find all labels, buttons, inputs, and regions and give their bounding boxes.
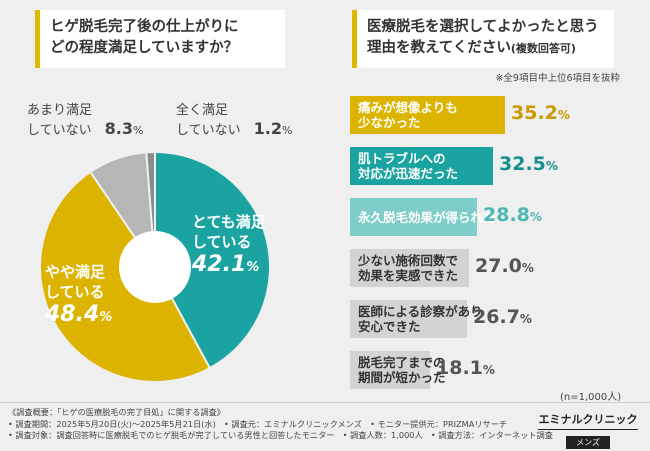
- right-title-line2-note: (複数回答可): [510, 42, 576, 55]
- bar-value-5: 18.1%: [436, 357, 495, 379]
- logo-sub: メンズ: [566, 436, 610, 449]
- pie-label-notmuch-line1: あまり満足: [27, 103, 93, 118]
- clinic-logo: エミナルクリニック メンズ: [538, 411, 638, 449]
- bar-label-1-line1: 対応が迅速だった: [358, 166, 459, 181]
- bar-label-4-line1: 安心できた: [358, 319, 421, 334]
- pie-value-notmuch: 8.3: [104, 119, 133, 138]
- bar-label-4-line0: 医師による診察があり: [358, 304, 483, 319]
- right-title-line2-main: 理由を教えてください: [367, 40, 511, 56]
- bar-label-5-line0: 脱毛完了までの: [358, 355, 446, 370]
- pie-value-notatall: 1.2: [253, 119, 282, 138]
- bar-label-5-line1: 期間が短かった: [358, 370, 446, 385]
- bar-5: [350, 351, 430, 389]
- bar-value-2: 28.8%: [483, 204, 542, 226]
- bar-value-1: 32.5%: [499, 153, 558, 175]
- pie-label-very-line1: とても満足: [192, 213, 266, 231]
- sample-size: (n=1,000人): [560, 392, 622, 403]
- bar-value-0: 35.2%: [511, 102, 570, 124]
- footer-line1: 《調査概要：「ヒゲの医療脱毛の完了目処」に関する調査》: [8, 407, 225, 417]
- pie-label-some-line1: やや満足: [45, 263, 106, 281]
- footer-line3: • 調査対象：調査回答時に医療脱毛でのヒゲ脱毛が完了している男性と回答したモニタ…: [8, 430, 553, 440]
- right-chart-title: 医療脱毛を選択してよかったと思う 理由を教えてください(複数回答可): [352, 10, 614, 68]
- bar-2: [350, 198, 477, 236]
- pie-label-some-line2: している: [45, 283, 105, 301]
- pie-label-very-satisfied: とても満足 している 42.1%: [192, 213, 266, 277]
- pie-slice-0: [154, 150, 271, 370]
- right-title-line2: 理由を教えてください(複数回答可): [367, 38, 604, 59]
- bar-label-0-line1: 少なかった: [358, 115, 421, 130]
- pie-label-somewhat-satisfied: やや満足 している 48.4%: [45, 263, 113, 327]
- pie-label-notatall-line1: 全く満足: [176, 103, 229, 118]
- bar-label-1-line0: 肌トラブルへの: [358, 151, 446, 166]
- survey-footer: 《調査概要：「ヒゲの医療脱毛の完了目処」に関する調査》 • 調査期間：2025年…: [0, 402, 650, 451]
- pie-value-some: 48.4: [45, 302, 100, 327]
- right-title-line1: 医療脱毛を選択してよかったと思う: [367, 19, 599, 35]
- pie-label-not-at-all-satisfied: 全く満足 していない 1.2%: [176, 103, 293, 138]
- bar-label-2-line0: 永久脱毛効果が得られた: [358, 209, 496, 225]
- pie-label-not-very-satisfied: あまり満足 していない 8.3%: [27, 103, 144, 138]
- bar-value-3: 27.0%: [475, 255, 534, 277]
- pie-chart: [39, 150, 271, 383]
- bar-4: [350, 300, 467, 338]
- excerpt-note: ※全9項目中上位6項目を抜粋: [495, 73, 620, 84]
- pie-label-notmuch-line2: していない: [27, 123, 92, 138]
- bar-label-0: 痛みが想像よりも 少なかった: [358, 96, 458, 134]
- bar-value-4: 26.7%: [473, 306, 532, 328]
- bar-0: [350, 96, 505, 134]
- bar-label-3-line0: 少ない施術回数で: [358, 253, 459, 268]
- left-chart-title: ヒゲ脱毛完了後の仕上がりに どの程度満足していますか？: [35, 10, 285, 68]
- left-title-line1: ヒゲ脱毛完了後の仕上がりに: [50, 19, 239, 35]
- logo-name: エミナルクリニック: [538, 411, 638, 430]
- bar-label-0-line0: 痛みが想像よりも: [358, 100, 458, 115]
- bar-label-4: 医師による診察があり 安心できた: [358, 300, 483, 338]
- pie-label-notatall-line2: していない: [176, 123, 241, 138]
- pie-label-very-line2: している: [192, 233, 252, 251]
- left-title-line2: どの程度満足していますか？: [50, 40, 239, 56]
- bar-label-1: 肌トラブルへの 対応が迅速だった: [358, 147, 458, 185]
- bar-label-3: 少ない施術回数で 効果を実感できた: [358, 249, 458, 287]
- bar-3: [350, 249, 469, 287]
- bar-1: [350, 147, 493, 185]
- bar-label-5: 脱毛完了までの 期間が短かった: [358, 351, 446, 389]
- bar-label-2: 永久脱毛効果が得られた: [358, 198, 496, 236]
- pie-value-very: 42.1: [192, 252, 247, 277]
- footer-line2: • 調査期間：2025年5月20日(火)〜2025年5月21日(水) • 調査元…: [8, 418, 508, 429]
- bar-label-3-line1: 効果を実感できた: [358, 268, 459, 283]
- pie-center-hole: [119, 231, 191, 303]
